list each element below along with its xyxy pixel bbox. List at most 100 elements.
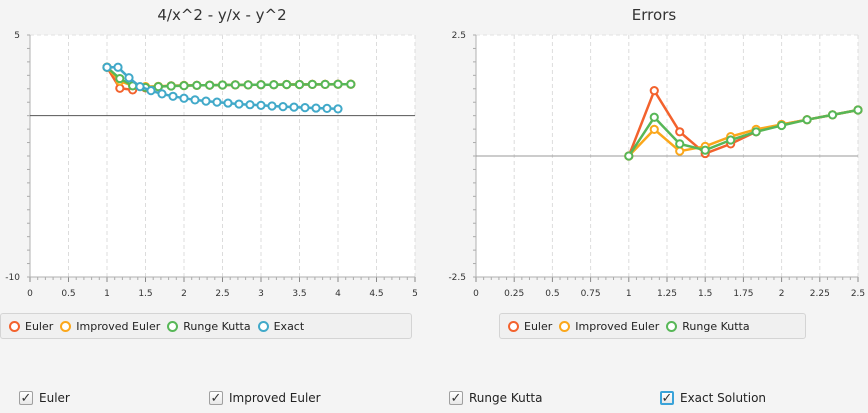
data-point (675, 127, 685, 137)
x-tick-label: 0.5 (61, 289, 75, 299)
legend-label: Runge Kutta (183, 319, 251, 333)
data-point (333, 104, 343, 114)
check-icon: ✓ (20, 390, 32, 406)
x-tick-label: 2.5 (215, 289, 229, 299)
exact-solution-checkbox-label: Exact Solution (680, 391, 767, 405)
data-point (192, 80, 202, 90)
data-point (751, 127, 761, 137)
data-point (675, 146, 685, 156)
x-tick-label: 0.75 (581, 289, 601, 299)
legend-swatch (167, 320, 179, 332)
legend-label: Runge Kutta (682, 319, 750, 333)
euler-checkbox-box[interactable]: ✓ (19, 391, 33, 405)
improved-euler-checkbox-label: Improved Euler (229, 391, 321, 405)
x-tick-label: 2 (181, 289, 187, 299)
runge-kutta-checkbox-label: Runge Kutta (469, 391, 543, 405)
check-icon: ✓ (210, 390, 222, 406)
data-point (179, 93, 189, 103)
data-point (212, 97, 222, 107)
y-tick-label: 5 (14, 31, 20, 41)
data-point (278, 102, 288, 112)
runge-kutta-checkbox[interactable]: ✓ Runge Kutta (449, 389, 542, 407)
legend-swatch (508, 320, 519, 332)
data-point (157, 89, 167, 99)
chart-title: Errors (632, 6, 677, 24)
data-point (146, 86, 156, 96)
data-point (205, 80, 215, 90)
data-point (333, 79, 343, 89)
data-point (102, 62, 112, 72)
improved-euler-checkbox-box[interactable]: ✓ (209, 391, 223, 405)
data-point (256, 100, 266, 110)
data-point (777, 120, 787, 131)
data-point (726, 135, 736, 145)
errors-chart: Errors 0 0.25 0.5 0.75 1 1.25 1.5 1.75 2 2.25 2.5 2.… (448, 6, 865, 299)
runge-kutta-checkbox-box[interactable]: ✓ (449, 391, 463, 405)
x-tick-label: 4.5 (369, 289, 383, 299)
exact-solution-checkbox[interactable]: ✓ Exact Solution (660, 389, 766, 407)
y-tick-label: -2.5 (448, 273, 466, 283)
x-tick-label: 0 (473, 289, 479, 299)
legend-swatch (60, 320, 72, 332)
data-point (135, 82, 145, 92)
x-tick-label: 1.5 (138, 289, 152, 299)
data-point (230, 80, 240, 90)
data-point (153, 82, 163, 92)
x-tick-label: 2.25 (810, 289, 830, 299)
data-point (346, 79, 356, 89)
data-point (115, 73, 125, 84)
data-point (294, 79, 305, 90)
x-tick-label: 1.25 (657, 289, 677, 299)
data-point (267, 101, 277, 111)
chart-title: 4/x^2 - y/x - y^2 (157, 6, 286, 24)
improved-euler-checkbox[interactable]: ✓ Improved Euler (209, 389, 321, 407)
data-point (190, 95, 200, 105)
data-point (201, 96, 211, 106)
data-point (675, 139, 685, 149)
series-runge-kutta (624, 105, 863, 161)
main-chart-legend: Euler Improved Euler Runge Kutta Exact (0, 313, 412, 339)
x-tick-label: 1 (104, 289, 110, 299)
errors-chart-legend: Euler Improved Euler Runge Kutta (499, 313, 806, 339)
data-point (853, 105, 863, 115)
x-tick-label: 3.5 (292, 289, 306, 299)
legend-item: Improved Euler (559, 320, 659, 333)
data-point (827, 110, 838, 120)
x-tick-label: 0 (27, 289, 33, 299)
data-point (289, 102, 299, 112)
euler-checkbox-label: Euler (39, 391, 70, 405)
data-point (300, 103, 310, 113)
legend-item: Runge Kutta (167, 319, 251, 333)
main-chart: 4/x^2 - y/x - y^2 0 0.5 1 1.5 2 2.5 3 3.5 4 4.5 5 5 -… (5, 6, 418, 299)
series-line (627, 108, 859, 157)
data-point (649, 86, 659, 96)
x-tick-label: 1 (626, 289, 632, 299)
data-point (124, 73, 134, 83)
data-point (113, 62, 123, 72)
data-point (282, 79, 292, 90)
data-point (320, 79, 330, 89)
x-tick-label: 1.75 (733, 289, 753, 299)
legend-swatch (559, 320, 571, 332)
legend-swatch (9, 320, 20, 332)
charts-canvas: 4/x^2 - y/x - y^2 0 0.5 1 1.5 2 2.5 3 3.5 4 4.5 5 5 -… (5, 6, 865, 299)
legend-item: Improved Euler (60, 320, 160, 333)
data-point (223, 98, 233, 108)
legend-swatch (257, 320, 269, 332)
exact-solution-checkbox-box[interactable]: ✓ (660, 391, 674, 405)
legend-label: Euler (25, 319, 54, 333)
data-point (802, 115, 812, 125)
data-point (311, 103, 321, 113)
legend-label: Euler (524, 319, 553, 333)
legend-label: Improved Euler (575, 319, 660, 333)
series-exact (102, 62, 343, 114)
euler-checkbox[interactable]: ✓ Euler (19, 389, 70, 407)
legend-label: Improved Euler (76, 319, 161, 333)
x-tick-label: 5 (412, 289, 418, 299)
data-point (307, 79, 317, 89)
data-point (649, 124, 659, 134)
legend-item: Euler (9, 320, 53, 333)
legend-item: Runge Kutta (666, 319, 750, 333)
data-point (256, 80, 266, 90)
